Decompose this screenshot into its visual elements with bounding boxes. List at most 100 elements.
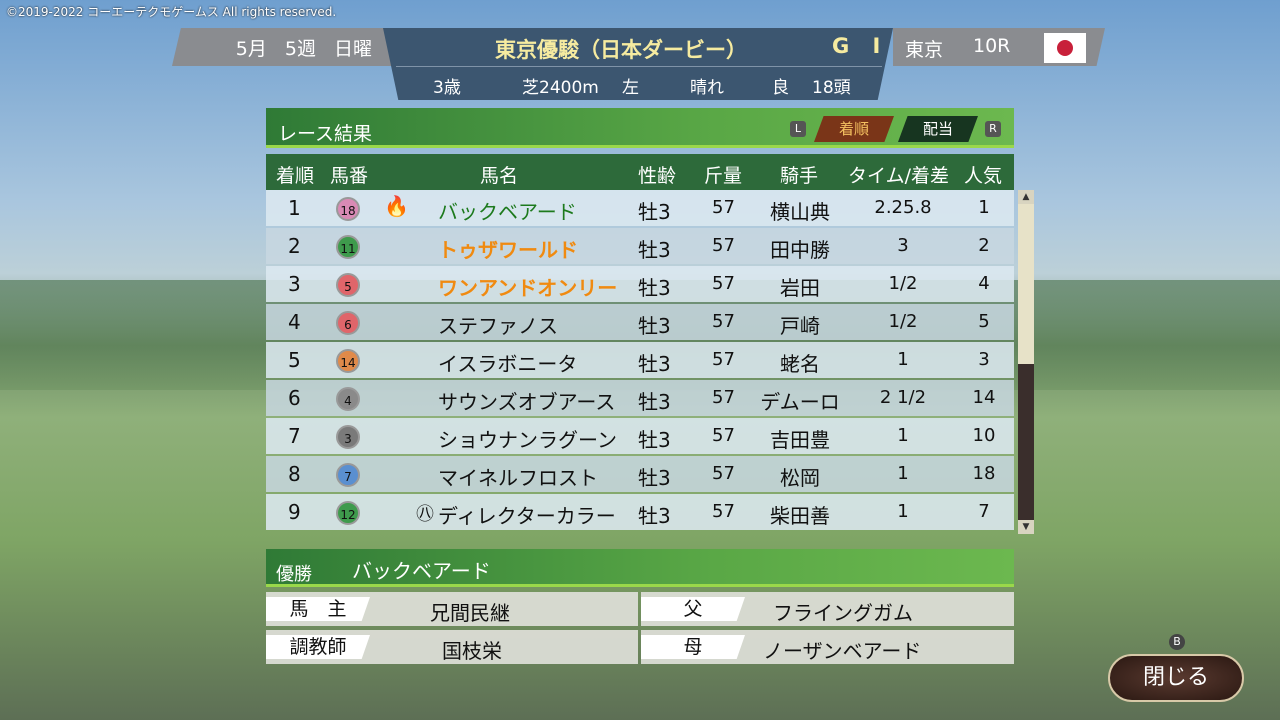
weight: 57 — [712, 387, 735, 408]
divider — [396, 66, 882, 67]
copyright: ©2019-2022 コーエーテクモゲームス All rights reserv… — [6, 5, 337, 19]
tab-payout[interactable]: 配当 — [898, 116, 978, 142]
table-row[interactable]: 1 18 🔥 バックベアード 牡3 57 横山典 2.25.8 1 — [266, 190, 1014, 226]
rank: 3 — [288, 272, 301, 296]
dam-row: 母 ノーザンベアード — [641, 630, 1014, 664]
weight: 57 — [712, 235, 735, 256]
time-value: 1 — [897, 501, 909, 522]
weight: 57 — [712, 273, 735, 294]
l-button-icon: L — [790, 121, 806, 137]
time-value: 1 — [897, 349, 909, 370]
table-row[interactable]: 4 6 ステファノス 牡3 57 戸崎 1/2 5 — [266, 304, 1014, 340]
sex-age: 牡3 — [638, 200, 671, 224]
weight: 57 — [712, 463, 735, 484]
race-name: 東京優駿（日本ダービー） — [495, 38, 747, 62]
col-weight: 斤量 — [704, 165, 743, 187]
popularity-value: 14 — [972, 387, 996, 408]
horse-name: サウンズオブアース — [438, 390, 616, 414]
rank: 8 — [288, 462, 301, 486]
horse-name: ディレクターカラー — [438, 504, 616, 528]
popularity-value: 3 — [978, 349, 990, 370]
table-row[interactable]: 7 3 ショウナンラグーン 牡3 57 吉田豊 1 10 — [266, 418, 1014, 454]
sex-age: 牡3 — [638, 428, 671, 452]
jockey-name: 岩田 — [780, 276, 820, 300]
sex-age: 牡3 — [638, 466, 671, 490]
col-popularity: 人気 — [964, 165, 1003, 187]
weight: 57 — [712, 349, 735, 370]
col-rank: 着順 — [276, 165, 315, 187]
table-row[interactable]: 3 5 ワンアンドオンリー 牡3 57 岩田 1/2 4 — [266, 266, 1014, 302]
week: 5週 — [284, 37, 316, 60]
winner-bar — [266, 549, 1014, 587]
rank: 4 — [288, 310, 301, 334]
horse-name: ショウナンラグーン — [438, 428, 617, 452]
japan-flag-icon — [1044, 33, 1086, 63]
table-row[interactable]: 5 14 イスラボニータ 牡3 57 蛯名 1 3 — [266, 342, 1014, 378]
popularity-value: 2 — [978, 235, 990, 256]
b-button-icon: B — [1169, 634, 1185, 650]
horse-number-badge: 5 — [336, 273, 360, 297]
owner: 兄間民継 — [430, 601, 510, 625]
weight: 57 — [712, 501, 735, 522]
tab-finish-order[interactable]: 着順 — [814, 116, 894, 142]
table-row[interactable]: 6 4 サウンズオブアース 牡3 57 デムーロ 2 1/2 14 — [266, 380, 1014, 416]
time-value: 1 — [897, 425, 909, 446]
horse-name: マイネルフロスト — [438, 466, 598, 490]
jockey-name: 柴田善 — [770, 504, 830, 528]
winner-label: 優勝 — [276, 564, 312, 585]
trainer-row: 調教師 国枝栄 — [266, 630, 638, 664]
time-value: 2 1/2 — [879, 387, 927, 408]
close-button[interactable]: 閉じる — [1108, 654, 1244, 702]
jockey-name: 横山典 — [770, 200, 830, 224]
scroll-up-icon[interactable]: ▲ — [1018, 190, 1034, 204]
rank: 1 — [288, 196, 301, 220]
results-header-bar — [266, 108, 1014, 148]
day: 日曜 — [333, 37, 372, 60]
table-row[interactable]: 2 11 トゥザワールド 牡3 57 田中勝 3 2 — [266, 228, 1014, 264]
jockey-name: デムーロ — [760, 390, 840, 414]
sex-age: 牡3 — [638, 390, 671, 414]
horse-number-badge: 18 — [336, 197, 360, 221]
weight: 57 — [712, 197, 735, 218]
race-number: 10R — [973, 35, 1011, 57]
owner-label: 馬 主 — [266, 597, 370, 621]
time-value: 1/2 — [888, 273, 918, 294]
race-direction: 左 — [622, 78, 639, 98]
horse-name: ワンアンドオンリー — [438, 276, 618, 300]
sex-age: 牡3 — [638, 504, 671, 528]
panel-title: レース結果 — [278, 123, 373, 145]
horse-name: イスラボニータ — [438, 352, 578, 376]
sex-age: 牡3 — [638, 276, 671, 300]
table-row[interactable]: 8 7 マイネルフロスト 牡3 57 松岡 1 18 — [266, 456, 1014, 492]
jockey-name: 松岡 — [780, 466, 820, 490]
rank: 9 — [288, 500, 301, 524]
scrollbar-thumb[interactable] — [1018, 204, 1034, 364]
horse-number-badge: 14 — [336, 349, 360, 373]
trainer-label: 調教師 — [266, 635, 370, 659]
col-number: 馬番 — [330, 165, 369, 187]
col-jockey: 騎手 — [780, 165, 819, 187]
weight: 57 — [712, 311, 735, 332]
race-course: 芝2400m — [522, 78, 599, 98]
scrollbar[interactable]: ▲ ▼ — [1018, 190, 1034, 534]
popularity-value: 5 — [978, 311, 990, 332]
jockey-name: 吉田豊 — [770, 428, 830, 452]
winner-name: バックベアード — [352, 559, 491, 583]
col-horse-name: 馬名 — [480, 165, 519, 187]
popularity-value: 10 — [972, 425, 996, 446]
race-going: 良 — [772, 78, 789, 98]
popularity-value: 18 — [972, 463, 996, 484]
trainer: 国枝栄 — [442, 639, 502, 663]
horse-number-badge: 4 — [336, 387, 360, 411]
rank: 5 — [288, 348, 301, 372]
sex-age: 牡3 — [638, 352, 671, 376]
scroll-down-icon[interactable]: ▼ — [1018, 520, 1034, 534]
fire-icon: 🔥 — [384, 194, 409, 218]
race-info-panel — [383, 28, 893, 100]
horse-number-badge: 11 — [336, 235, 360, 259]
table-header: 着順 馬番 馬名 性齢 斤量 騎手 タイム/着差 人気 — [266, 154, 1014, 190]
horse-number-badge: 6 — [336, 311, 360, 335]
horse-number-badge: 3 — [336, 425, 360, 449]
table-row[interactable]: 9 12 ㊇ディレクターカラー 牡3 57 柴田善 1 7 — [266, 494, 1014, 530]
sex-age: 牡3 — [638, 238, 671, 262]
